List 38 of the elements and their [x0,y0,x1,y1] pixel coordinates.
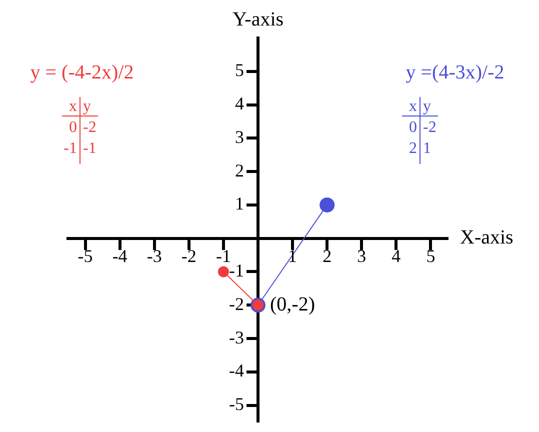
x-tick-label: 4 [392,246,401,266]
annotation: -2 [83,119,96,136]
text: y = (-4-2x)/2 [30,61,134,84]
annotation: 0 [69,119,77,136]
text: y =(4-3x)/-2 [406,61,504,84]
x-tick-label: -4 [112,246,128,266]
annotation: 1 [423,140,431,158]
y-tick-label: -4 [229,360,244,381]
y-tick-label: 4 [235,94,244,114]
y-axis-title: Y-axis [232,8,284,30]
annotation: y [423,98,431,116]
y-tick-label: -5 [229,394,244,414]
annotation: 2 [409,140,417,158]
annotation: y [83,98,91,116]
point [218,266,229,278]
x-tick-label: 3 [357,246,366,266]
x-tick-label: -3 [146,246,162,266]
y-tick-label: -1 [229,260,244,280]
y-tick-label: 3 [235,126,244,147]
annotation: -2 [423,119,436,136]
y-tick-label: 5 [235,60,244,80]
annotation: -1 [64,140,77,158]
y-tick-label: -2 [229,294,244,314]
y-tick-label: 2 [235,160,244,180]
y-tick-label: 1 [235,194,244,214]
annotation: x [409,98,417,116]
x-tick-label: 5 [426,246,436,266]
x-axis-title: X-axis [460,226,514,249]
x-tick-label: -2 [181,246,196,266]
x-tick-label: -1 [216,246,231,266]
annotation: (0,-2) [270,293,315,316]
annotation: 0 [409,119,417,136]
x-tick-label: -5 [78,246,93,266]
annotation: -1 [83,140,96,158]
annotation: x [69,98,77,116]
point [320,197,335,212]
x-tick-label: 2 [322,246,332,266]
y-tick-label: -3 [229,327,244,348]
